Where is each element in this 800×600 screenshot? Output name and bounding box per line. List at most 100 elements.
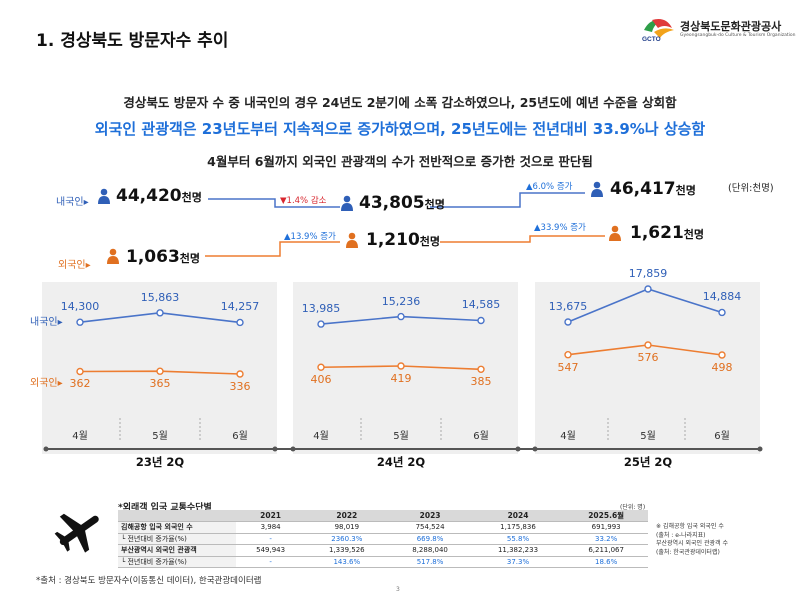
table-cell: 691,993 xyxy=(564,521,648,534)
summary-line-2-highlight: 외국인 관광객은 23년도부터 지속적으로 증가하였으며, 25년도에는 전년대… xyxy=(94,120,706,138)
person-icon-domestic xyxy=(341,195,353,211)
domestic-total-2024: 43,805천명 xyxy=(359,193,445,213)
domestic-data-point xyxy=(644,285,652,293)
foreign-data-point xyxy=(644,341,652,349)
logo-subtitle: Gyeongsangbuk-do Culture & Tourism Organ… xyxy=(680,33,796,38)
table-cell: 143.6% xyxy=(305,556,389,568)
note-line: (출처 : e-나라지표) xyxy=(656,531,706,539)
month-tick-label: 6월 xyxy=(473,431,489,442)
gcto-logo-icon: GCTO xyxy=(642,19,674,42)
person-icon-foreign xyxy=(107,248,119,264)
domestic-total-2025: 46,417천명 xyxy=(610,179,696,199)
foreign-change-2024: ▲13.9% 증가 xyxy=(284,232,336,242)
foreign-value-label: 419 xyxy=(390,372,412,385)
domestic-data-point xyxy=(156,309,164,317)
month-tick-label: 6월 xyxy=(232,431,248,442)
domestic-change-2024: ▼1.4% 감소 xyxy=(280,196,327,206)
table-header-cell: 2022 xyxy=(305,510,389,522)
source-note: *출처 : 경상북도 방문자수(이동통신 데이터), 한국관광데이터랩 xyxy=(36,576,262,586)
table-unit: (단위: 명) xyxy=(620,504,646,511)
foreign-data-point xyxy=(397,362,405,370)
month-tick-label: 5월 xyxy=(393,431,409,442)
quarter-label: 25년 2Q xyxy=(623,455,673,469)
domestic-value-label: 14,585 xyxy=(461,298,501,312)
month-tick-label: 4월 xyxy=(560,431,576,442)
table-header-cell: 2023 xyxy=(388,510,472,522)
table-cell: - xyxy=(236,556,306,568)
foreign-value-label: 576 xyxy=(637,351,659,364)
person-icon-foreign xyxy=(346,232,358,248)
domestic-value-label: 14,884 xyxy=(702,290,742,304)
table-cell: 37.3% xyxy=(471,556,565,568)
table-cell: 18.6% xyxy=(564,556,648,568)
month-tick-label: 6월 xyxy=(714,431,730,442)
table-row-label: 김해공항 입국 외국인 수 xyxy=(118,521,236,534)
domestic-row-label: 내국인▸ xyxy=(56,197,89,208)
domestic-value-label: 17,859 xyxy=(628,267,668,280)
table-row: 부산광역시 외국인 관광객 549,943 1,339,526 8,288,040 11… xyxy=(118,544,648,557)
domestic-data-point xyxy=(76,318,84,326)
table-note: ※ 김해공항 입국 외국인 수 (출처 : e-나라지표) 부산광역시 외국인 … xyxy=(656,523,796,557)
table-title: *외래객 입국 교통수단별 xyxy=(118,503,212,513)
foreign-value-label: 385 xyxy=(470,375,492,389)
person-icon-foreign xyxy=(609,225,621,241)
foreign-data-point xyxy=(317,363,325,371)
table-cell: 11,382,233 xyxy=(471,544,565,557)
foreign-data-point xyxy=(236,370,244,378)
domestic-value-label: 13,985 xyxy=(301,302,341,316)
domestic-data-point xyxy=(564,318,572,326)
foreign-change-2025: ▲33.9% 증가 xyxy=(534,223,586,233)
timeline-dot xyxy=(757,446,763,452)
table-header-cell: 2024 xyxy=(471,510,565,522)
table-cell: 55.8% xyxy=(471,533,565,545)
summary-line-3: 4월부터 6월까지 외국인 관광객의 수가 전반적으로 증가한 것으로 판단됨 xyxy=(207,154,593,169)
domestic-value-label: 14,300 xyxy=(60,300,100,314)
page-title: 1. 경상북도 방문자수 추이 xyxy=(36,31,229,51)
table-cell: 1,175,836 xyxy=(471,521,565,534)
foreign-row-label: 외국인▸ xyxy=(58,260,91,271)
note-line: ※ 김해공항 입국 외국인 수 xyxy=(656,523,724,530)
domestic-value-label: 15,236 xyxy=(381,294,421,308)
domestic-data-point xyxy=(718,308,726,317)
domestic-change-2025: ▲6.0% 증가 xyxy=(526,182,573,192)
table-cell: 33.2% xyxy=(564,533,648,545)
domestic-data-point xyxy=(397,312,405,321)
table-row-label: 부산광역시 외국인 관광객 xyxy=(118,544,236,557)
table-header-row: 2021 2022 2023 2024 2025.6월 xyxy=(118,510,648,522)
visitor-line-chart xyxy=(43,285,763,452)
svg-text:GCTO: GCTO xyxy=(642,36,661,42)
domestic-value-label: 15,863 xyxy=(140,290,180,304)
table-row-label: └ 전년대비 증가율(%) xyxy=(118,533,236,545)
foreign-data-point xyxy=(76,367,84,376)
foreign-value-label: 362 xyxy=(69,377,91,391)
table-cell: 3,984 xyxy=(236,521,306,534)
foreign-data-point xyxy=(718,351,726,359)
foreign-total-2023: 1,063천명 xyxy=(126,247,201,267)
table-cell: 1,339,526 xyxy=(305,544,389,557)
table-cell: 549,943 xyxy=(236,544,306,557)
domestic-data-point xyxy=(317,320,325,328)
foreign-value-label: 365 xyxy=(149,377,171,391)
domestic-data-point xyxy=(236,318,244,327)
table-row: 김해공항 입국 외국인 수 3,984 98,019 754,524 1,175,836… xyxy=(118,521,648,534)
table-cell: 98,019 xyxy=(305,521,389,534)
timeline-dot xyxy=(532,446,538,452)
page-number: 3 xyxy=(396,586,400,593)
foreign-value-label: 336 xyxy=(229,380,251,393)
note-line: (출처: 한국관광데이터랩) xyxy=(656,548,720,556)
logo-name: 경상북도문화관광공사 xyxy=(680,20,782,33)
summary-line-1: 경상북도 방문자 수 중 내국인의 경우 24년도 2분기에 소폭 감소하였으나… xyxy=(123,95,677,110)
table-row: └ 전년대비 증가율(%) -143.6% 517.8% 37.3% 18.6% xyxy=(118,556,648,568)
chart-foreign-label: 외국인▸ xyxy=(30,378,63,389)
month-tick-label: 5월 xyxy=(640,431,656,442)
arrivals-table: 2021 2022 2023 2024 2025.6월 김해공항 입국 외국인 수 3,9… xyxy=(118,510,648,568)
timeline-dot xyxy=(515,446,521,452)
table-row: └ 전년대비 증가율(%) -2360.3% 669.8% 55.8% 33.2% xyxy=(118,533,648,545)
table-cell: 517.8% xyxy=(388,556,472,568)
person-icon-domestic xyxy=(591,181,603,197)
chart-domestic-label: 내국인▸ xyxy=(30,317,63,328)
table-header-cell: 2021 xyxy=(236,510,306,522)
foreign-total-2025: 1,621천명 xyxy=(630,223,705,243)
organization-logo: GCTO 경상북도문화관광공사 Gyeongsangbuk-do Culture… xyxy=(640,14,796,46)
airplane-icon xyxy=(54,513,99,553)
